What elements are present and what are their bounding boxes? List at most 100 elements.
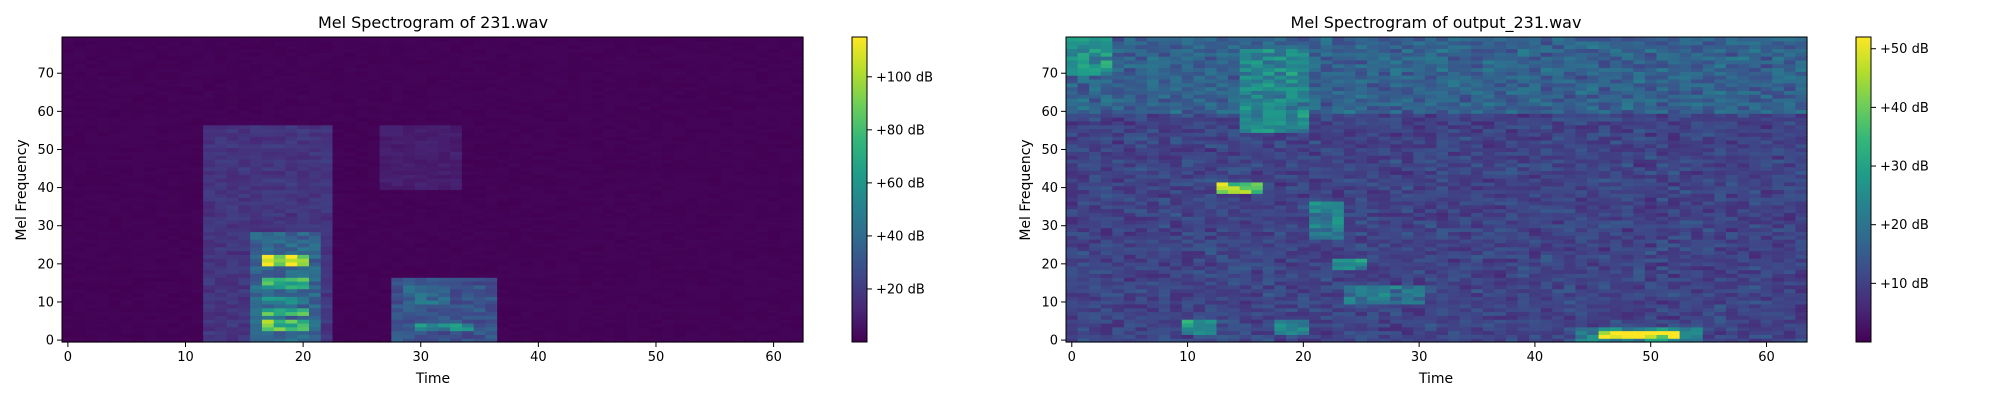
heatmap-cell bbox=[426, 48, 439, 53]
heatmap-cell bbox=[250, 136, 263, 141]
heatmap-cell bbox=[356, 155, 369, 160]
heatmap-cell bbox=[697, 246, 710, 252]
heatmap-cell bbox=[626, 227, 639, 233]
heatmap-cell bbox=[638, 120, 651, 126]
heatmap-cell bbox=[97, 132, 110, 137]
heatmap-cell bbox=[661, 48, 675, 53]
heatmap-cell bbox=[544, 284, 557, 290]
heatmap-cell bbox=[579, 254, 592, 259]
heatmap-cell bbox=[297, 231, 310, 236]
heatmap-cell bbox=[720, 159, 734, 164]
heatmap-cell bbox=[579, 78, 592, 84]
heatmap-cell bbox=[579, 242, 592, 248]
heatmap-cell bbox=[450, 200, 463, 206]
heatmap-cell bbox=[779, 193, 792, 198]
heatmap-cell bbox=[179, 63, 192, 69]
heatmap-cell bbox=[638, 82, 651, 88]
heatmap-cell bbox=[109, 170, 122, 175]
heatmap-cell bbox=[532, 265, 545, 271]
heatmap-cell bbox=[367, 124, 381, 130]
heatmap-cell bbox=[508, 101, 522, 107]
heatmap-cell bbox=[403, 151, 416, 156]
heatmap-cell bbox=[320, 334, 334, 339]
heatmap-cell bbox=[697, 200, 710, 206]
heatmap-cell bbox=[167, 231, 181, 236]
heatmap-cell bbox=[391, 174, 404, 179]
heatmap-cell bbox=[556, 277, 569, 282]
heatmap-cell bbox=[391, 212, 404, 217]
heatmap-cell bbox=[508, 231, 522, 236]
heatmap-cell bbox=[132, 216, 145, 221]
heatmap-cell bbox=[720, 162, 734, 168]
heatmap-cell bbox=[167, 261, 181, 267]
heatmap-cell bbox=[626, 288, 639, 294]
heatmap-cell bbox=[320, 231, 334, 236]
heatmap-cell bbox=[344, 94, 357, 99]
heatmap-cell bbox=[461, 162, 475, 168]
heatmap-cell bbox=[332, 258, 345, 263]
heatmap-cell bbox=[97, 239, 110, 244]
heatmap-cell bbox=[109, 128, 122, 133]
heatmap-cell bbox=[520, 52, 534, 57]
heatmap-cell bbox=[297, 185, 310, 191]
heatmap-cell bbox=[403, 56, 416, 61]
heatmap-cell bbox=[767, 71, 781, 76]
heatmap-cell bbox=[556, 235, 569, 240]
heatmap-cell bbox=[356, 242, 369, 248]
heatmap-cell bbox=[391, 162, 404, 168]
heatmap-cell bbox=[250, 292, 263, 297]
heatmap-cell bbox=[661, 281, 675, 286]
heatmap-cell bbox=[97, 117, 110, 122]
heatmap-cell bbox=[167, 120, 181, 126]
heatmap-cell bbox=[650, 90, 663, 95]
heatmap-cell bbox=[414, 159, 428, 164]
heatmap-cell bbox=[650, 147, 663, 152]
heatmap-cell bbox=[273, 159, 287, 164]
heatmap-cell bbox=[320, 170, 334, 175]
heatmap-cell bbox=[73, 181, 87, 187]
heatmap-cell bbox=[62, 330, 75, 335]
heatmap-cell bbox=[238, 143, 251, 149]
heatmap-cell bbox=[238, 67, 251, 72]
heatmap-cell bbox=[755, 109, 769, 114]
heatmap-cell bbox=[167, 292, 181, 297]
heatmap-cell bbox=[62, 98, 75, 103]
heatmap-cell bbox=[309, 124, 322, 130]
heatmap-cell bbox=[179, 258, 192, 263]
heatmap-cell bbox=[167, 197, 181, 202]
heatmap-cell bbox=[755, 265, 769, 271]
heatmap-cell bbox=[779, 139, 792, 145]
heatmap-cell bbox=[226, 78, 240, 84]
heatmap-cell bbox=[720, 269, 734, 274]
heatmap-cell bbox=[120, 75, 134, 80]
heatmap-cell bbox=[520, 242, 534, 248]
heatmap-cell bbox=[626, 170, 639, 175]
heatmap-cell bbox=[214, 296, 228, 301]
heatmap-cell bbox=[120, 178, 134, 183]
heatmap-cell bbox=[520, 300, 534, 305]
heatmap-cell bbox=[144, 258, 157, 263]
heatmap-cell bbox=[238, 128, 251, 133]
heatmap-cell bbox=[403, 322, 416, 328]
heatmap-cell bbox=[708, 322, 722, 328]
heatmap-cell bbox=[720, 254, 734, 259]
heatmap-cell bbox=[485, 71, 498, 76]
heatmap-cell bbox=[356, 128, 369, 133]
heatmap-cell bbox=[273, 136, 287, 141]
heatmap-cell bbox=[332, 315, 345, 320]
heatmap-cell bbox=[426, 37, 439, 42]
heatmap-cell bbox=[73, 189, 87, 194]
heatmap-cell bbox=[261, 86, 275, 91]
heatmap-cell bbox=[697, 98, 710, 103]
heatmap-cell bbox=[356, 193, 369, 198]
heatmap-cell bbox=[450, 277, 463, 282]
heatmap-cell bbox=[685, 56, 698, 61]
heatmap-cell bbox=[356, 307, 369, 313]
heatmap-cell bbox=[579, 204, 592, 210]
heatmap-cell bbox=[273, 151, 287, 156]
heatmap-cell bbox=[697, 197, 710, 202]
heatmap-cell bbox=[461, 139, 475, 145]
heatmap-cell bbox=[708, 185, 722, 191]
heatmap-cell bbox=[755, 303, 769, 309]
heatmap-cell bbox=[120, 185, 134, 191]
